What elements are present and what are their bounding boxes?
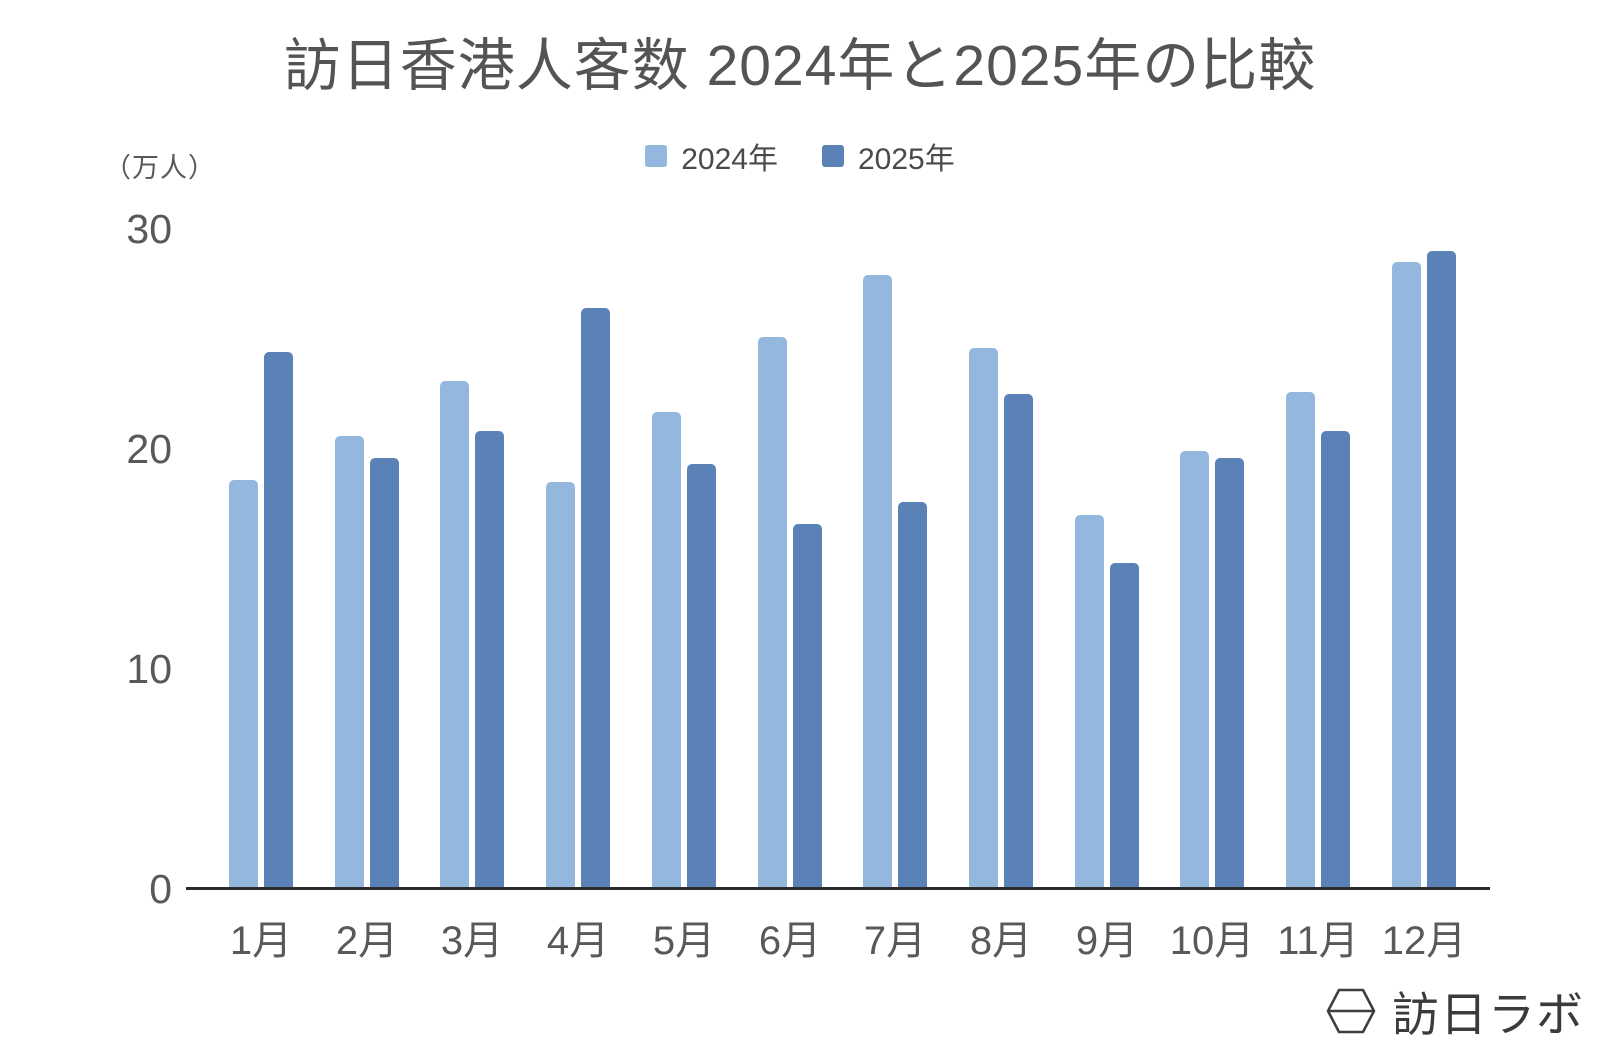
y-axis-unit-label: （万人） [104,153,216,183]
legend-swatch-icon [645,145,668,167]
y-tick-30: 30 [126,206,172,252]
bar-2024年-7月 [863,275,892,889]
chart-title: 訪日香港人客数 2024年と2025年の比較 [283,34,1317,98]
bar-2024年-9月 [1075,515,1104,889]
bar-2024年-2月 [335,436,364,889]
hexagon-box-icon [1326,988,1376,1033]
bar-2025年-3月 [475,431,504,889]
x-label-5月: 5月 [652,919,716,963]
bar-2024年-12月 [1392,262,1421,889]
bar-2025年-5月 [687,464,716,889]
x-label-11月: 11月 [1277,919,1359,963]
bar-2024年-10月 [1180,451,1209,889]
bar-2025年-2月 [370,458,399,889]
bar-2025年-8月 [1004,394,1033,889]
x-label-4月: 4月 [546,919,610,963]
bar-2024年-5月 [652,412,681,889]
bar-2024年-11月 [1286,392,1315,889]
legend: 2024年 2025年 [0,134,1600,178]
x-label-1月: 1月 [229,919,293,963]
y-axis-tick-labels: 30 20 10 0 [0,0,172,1049]
y-tick-0: 0 [149,866,172,912]
legend-item-2025年: 2025年 [822,134,955,178]
x-label-9月: 9月 [1075,919,1139,963]
legend-item-2024年: 2024年 [645,134,778,178]
x-label-2月: 2月 [335,919,399,963]
bar-2024年-1月 [229,480,258,889]
brand-logo-text: 訪日ラボ [1392,988,1584,1041]
plot-area [180,229,1490,889]
x-label-12月: 12月 [1381,919,1467,963]
brand-logo: 訪日ラボ [1326,976,1584,1045]
x-label-10月: 10月 [1169,919,1255,963]
y-tick-20: 20 [126,426,172,472]
bar-2024年-6月 [758,337,787,889]
bar-2025年-9月 [1110,563,1139,889]
bar-2025年-4月 [581,308,610,889]
bar-2024年-4月 [546,482,575,889]
legend-swatch-icon [822,145,844,167]
y-tick-10: 10 [126,646,172,692]
bar-2024年-3月 [440,381,469,889]
bar-2025年-7月 [898,502,927,889]
bar-2025年-6月 [793,524,822,889]
legend-label: 2024年 [681,143,778,176]
x-label-6月: 6月 [758,919,822,963]
x-label-3月: 3月 [440,919,504,963]
x-axis-line [186,887,1490,890]
legend-label: 2025年 [858,143,955,176]
bar-2025年-1月 [264,352,293,889]
bar-2024年-8月 [969,348,998,889]
bar-2025年-11月 [1321,431,1350,889]
bar-2025年-12月 [1427,251,1456,889]
bar-2025年-10月 [1215,458,1244,889]
x-label-8月: 8月 [969,919,1033,963]
x-label-7月: 7月 [863,919,927,963]
